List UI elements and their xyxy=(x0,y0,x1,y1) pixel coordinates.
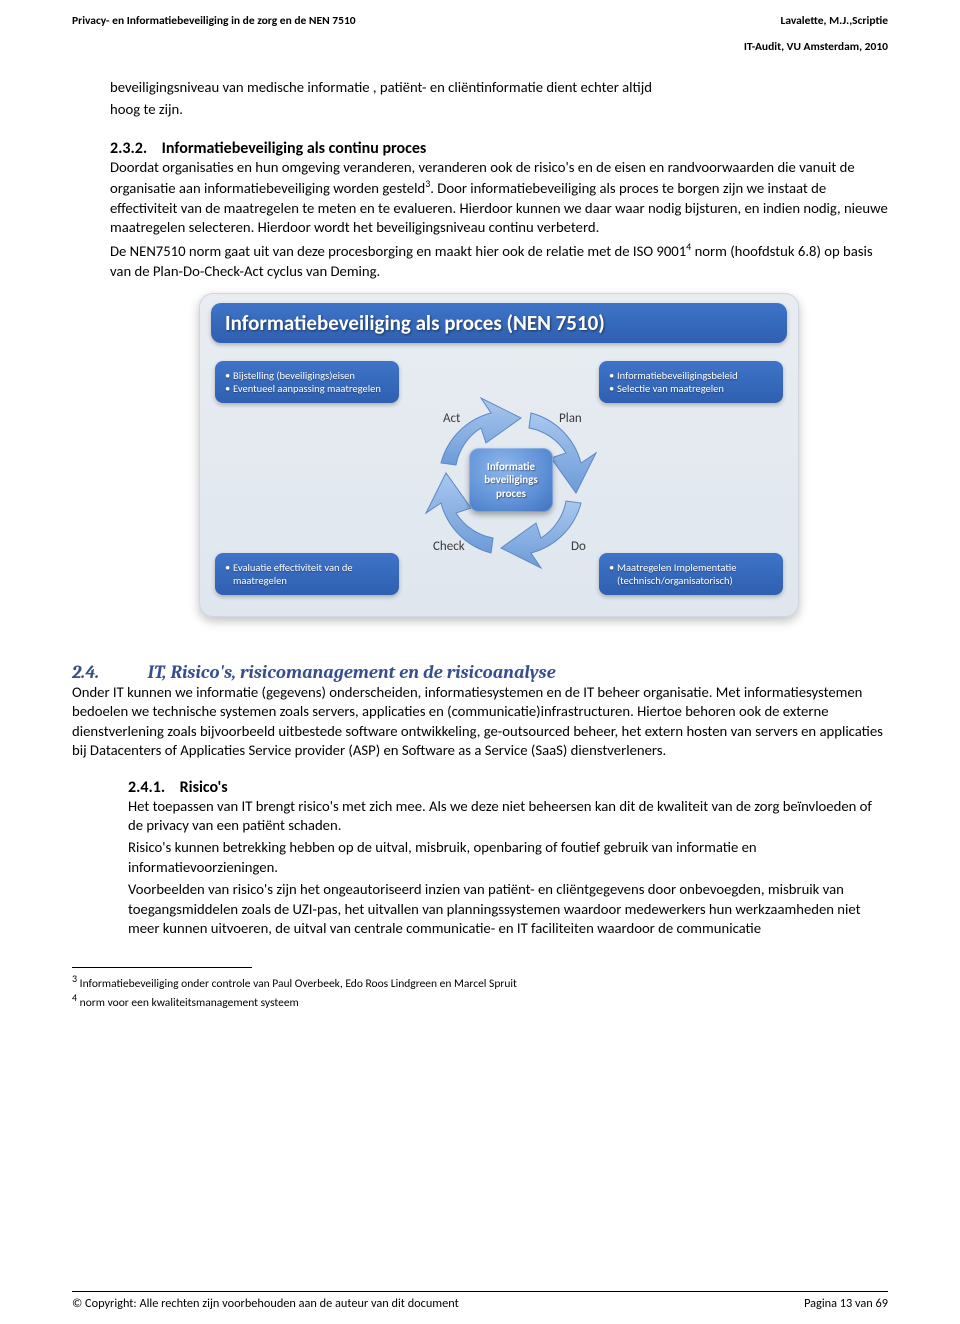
pdca-hub: Informatie beveiligings proces xyxy=(469,448,553,512)
stage-label-check: Check xyxy=(433,539,465,554)
footnote-3: 3 Informatiebeveiliging onder controle v… xyxy=(72,972,888,992)
pdca-box-check: •Evaluatie effectiviteit van de maatrege… xyxy=(215,553,399,595)
stage-label-do: Do xyxy=(571,539,586,554)
pdca-box-act: •Bijstelling (beveiligings)eisen •Eventu… xyxy=(215,361,399,403)
section-2-4-1-title: Risico's xyxy=(180,778,228,797)
diagram-title: Informatiebeveiliging als proces (NEN 75… xyxy=(211,303,787,343)
footnote-4: 4 norm voor een kwaliteitsmanagement sys… xyxy=(72,991,888,1011)
section-2-4-heading: 2.4. IT, Risico's, risicomanagement en d… xyxy=(72,661,888,683)
section-2-4-title: IT, Risico's, risicomanagement en de ris… xyxy=(148,661,556,683)
footnote-4-text: norm voor een kwaliteitsmanagement syste… xyxy=(77,996,299,1010)
sec241-p1: Het toepassen van IT brengt risico's met… xyxy=(128,797,888,836)
pdca-diagram: Informatiebeveiliging als proces (NEN 75… xyxy=(199,293,799,617)
section-2-3-2-title: Informatiebeveiliging als continu proces xyxy=(162,139,427,158)
hub-line3: proces xyxy=(484,487,538,500)
sec232-p2: De NEN7510 norm gaat uit van deze proces… xyxy=(110,240,888,281)
footer-copyright: © Copyright: Alle rechten zijn voorbehou… xyxy=(72,1296,459,1311)
stage-label-plan: Plan xyxy=(559,411,582,426)
act-bullet-1: Bijstelling (beveiligings)eisen xyxy=(233,369,355,382)
footer-page-number: Pagina 13 van 69 xyxy=(804,1296,888,1311)
footnote-3-text: Informatiebeveiliging onder controle van… xyxy=(77,976,517,990)
intro-line2: hoog te zijn. xyxy=(110,100,888,119)
hub-line1: Informatie xyxy=(484,460,538,473)
sec241-p3: Voorbeelden van risico's zijn het ongeau… xyxy=(128,880,888,938)
header-affiliation: IT-Audit, VU Amsterdam, 2010 xyxy=(744,40,888,54)
header-left: Privacy- en Informatiebeveiliging in de … xyxy=(72,14,356,28)
section-2-4-num: 2.4. xyxy=(72,661,144,683)
section-2-3-2-num: 2.3.2. xyxy=(110,139,158,158)
plan-bullet-2: Selectie van maatregelen xyxy=(617,382,724,395)
sec232-p2a: De NEN7510 norm gaat uit van deze proces… xyxy=(110,242,686,260)
stage-label-act: Act xyxy=(443,411,460,426)
hub-line2: beveiligings xyxy=(484,473,538,486)
page-footer: © Copyright: Alle rechten zijn voorbehou… xyxy=(72,1291,888,1311)
do-bullet-1: Maatregelen Implementatie (technisch/org… xyxy=(617,561,773,587)
sec232-p1: Doordat organisaties en hun omgeving ver… xyxy=(110,158,888,238)
sec241-p2: Risico's kunnen betrekking hebben op de … xyxy=(128,838,888,877)
section-2-4-1-num: 2.4.1. xyxy=(128,778,176,797)
plan-bullet-1: Informatiebeveiligingsbeleid xyxy=(617,369,738,382)
act-bullet-2: Eventueel aanpassing maatregelen xyxy=(233,382,381,395)
footnote-separator xyxy=(72,967,252,968)
check-bullet-1: Evaluatie effectiviteit van de maatregel… xyxy=(233,561,389,587)
header-author: Lavalette, M.J.,Scriptie xyxy=(780,14,888,28)
section-2-4-1-heading: 2.4.1. Risico's xyxy=(128,778,888,797)
pdca-box-do: •Maatregelen Implementatie (technisch/or… xyxy=(599,553,783,595)
sec24-p1: Onder IT kunnen we informatie (gegevens)… xyxy=(72,683,888,761)
section-2-3-2-heading: 2.3.2. Informatiebeveiliging als continu… xyxy=(110,139,888,158)
intro-line1: beveiligingsniveau van medische informat… xyxy=(110,78,888,97)
pdca-box-plan: •Informatiebeveiligingsbeleid •Selectie … xyxy=(599,361,783,403)
